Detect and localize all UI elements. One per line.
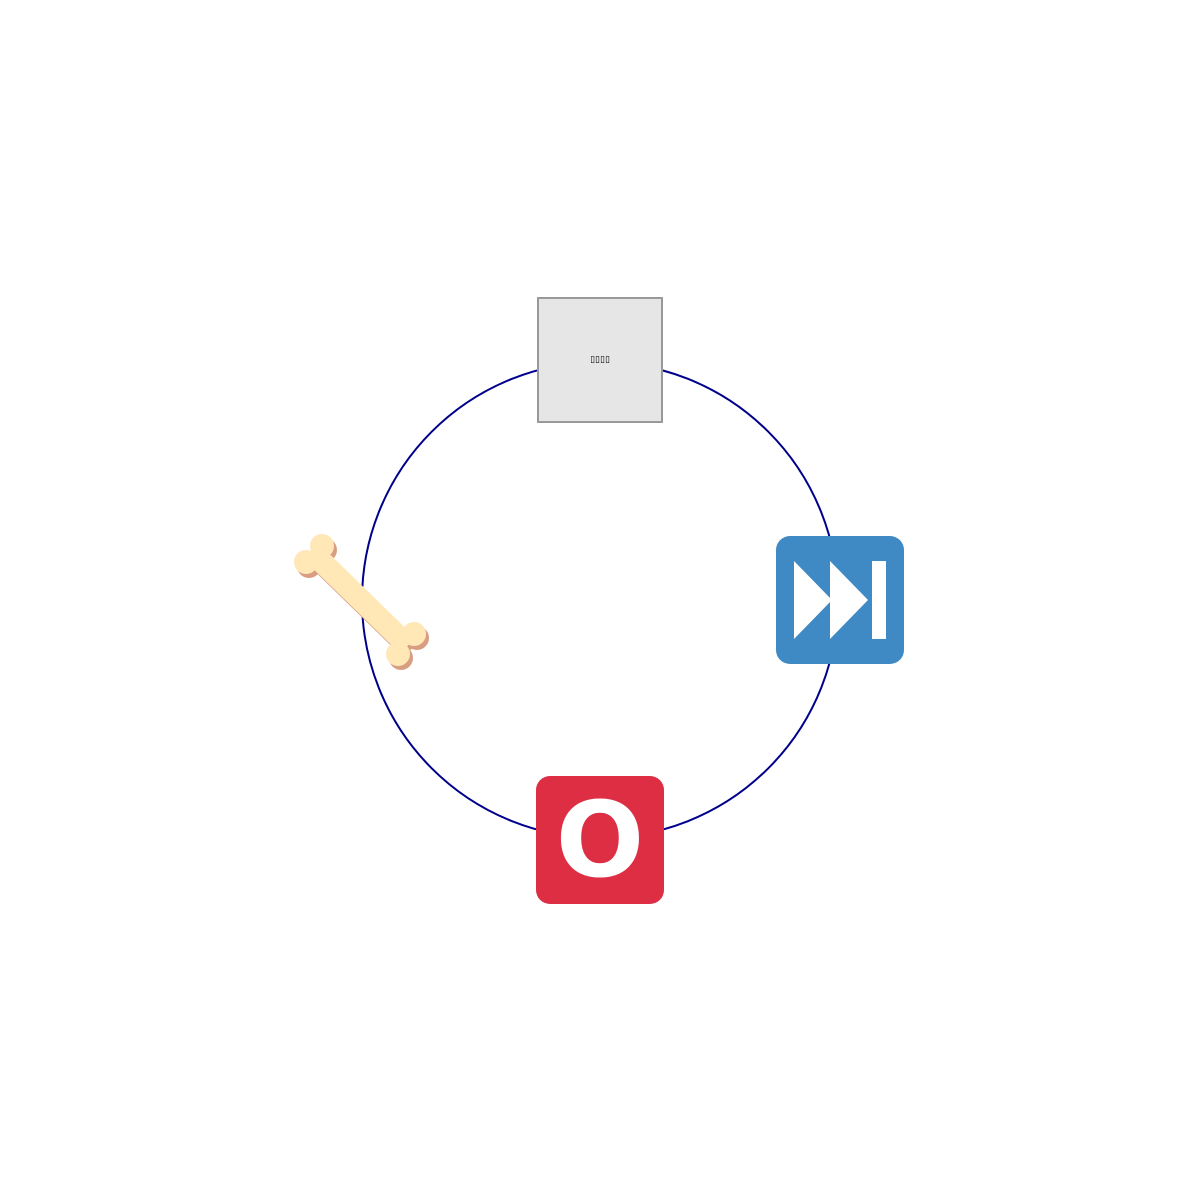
placeholder-glyph-text: ▯▯▯▯ xyxy=(590,355,610,365)
fast-forward-arrow-2 xyxy=(830,561,868,639)
fast-forward-arrow-1 xyxy=(794,561,832,639)
node-right xyxy=(776,536,904,664)
node-top: ▯▯▯▯ xyxy=(537,297,663,423)
o-blood-type-icon xyxy=(536,776,664,904)
placeholder-glyph-icon xyxy=(537,297,663,423)
bone-icon xyxy=(294,534,429,670)
node-bottom: O xyxy=(536,776,664,904)
cycle-ring xyxy=(361,361,839,839)
next-track-bar xyxy=(872,561,886,639)
o-blood-type-letter: O xyxy=(556,779,644,901)
